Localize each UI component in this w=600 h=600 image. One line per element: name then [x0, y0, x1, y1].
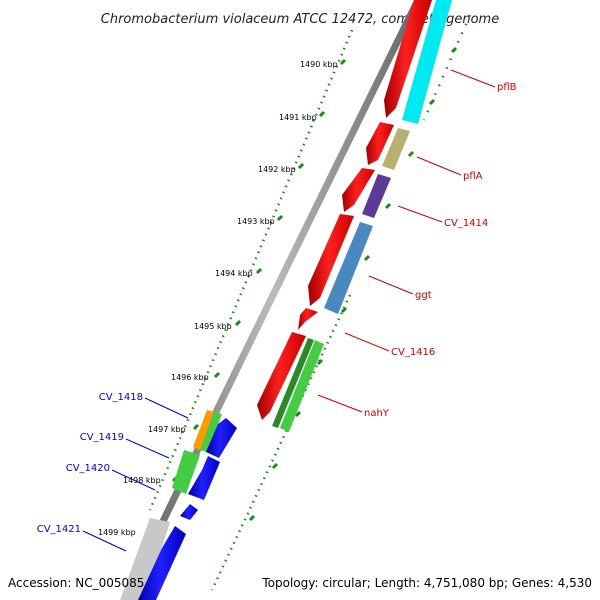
label-CV_1421[interactable]: CV_1421 [37, 524, 81, 535]
scale-labels: 1490 kbp 1491 kbp 1492 kbp 1493 kbp 1494… [98, 60, 338, 537]
cog-bar-CV_1421 [120, 518, 170, 600]
scale-line [148, 29, 354, 511]
cog-bar-ggt [324, 222, 373, 314]
forward-genes [257, 0, 452, 432]
backbone [121, 0, 422, 600]
accession-text: Accession: NC_005085 [8, 576, 144, 590]
label-CV_1414[interactable]: CV_1414 [444, 218, 488, 229]
cog-bar-CV_1419 [172, 450, 200, 494]
label-CV_1419[interactable]: CV_1419 [80, 432, 124, 443]
gene-CV_1421[interactable] [138, 526, 186, 600]
leader-line [368, 275, 414, 295]
gene-CV_1418[interactable] [206, 418, 237, 458]
left-gene-labels: CV_1418 CV_1419 CV_1420 CV_1421 [37, 392, 189, 552]
tick-mark [407, 150, 415, 158]
tick-mark [271, 462, 279, 470]
tick-label: 1491 kbp [279, 113, 317, 122]
tick-label: 1493 kbp [237, 217, 275, 226]
tick-mark [234, 319, 242, 327]
leader-line [317, 394, 363, 413]
tick-mark [316, 358, 324, 366]
leader-line [397, 205, 443, 223]
tick-mark [248, 514, 256, 522]
tick-mark [428, 98, 436, 106]
tick-label: 1494 kbp [215, 269, 253, 278]
leader-line [111, 469, 156, 491]
cog-bar-pflA [382, 128, 410, 170]
gene-nahY[interactable] [257, 332, 306, 420]
label-CV_1420[interactable]: CV_1420 [66, 463, 110, 474]
map-title: Chromobacterium violaceum ATCC 12472, co… [101, 12, 499, 27]
label-CV_1416[interactable]: CV_1416 [391, 347, 435, 358]
gene-CV_1419[interactable] [188, 456, 220, 500]
tick-mark [384, 202, 392, 210]
tick-label: 1498 kbp [123, 476, 161, 485]
gene-pflB[interactable] [384, 0, 432, 118]
label-pflA[interactable]: pflA [463, 171, 483, 182]
tick-mark [294, 410, 302, 418]
tick-mark [318, 110, 326, 118]
cog-bar-nahY-dark [272, 338, 314, 428]
leader-line [125, 438, 170, 459]
cog-bar-CV_1418-green [200, 412, 222, 452]
reverse-genes [120, 410, 237, 600]
leader-line [416, 156, 462, 176]
leader-line [450, 69, 496, 88]
label-pflB[interactable]: pflB [497, 82, 517, 93]
tick-mark [297, 162, 305, 170]
tick-label: 1495 kbp [194, 322, 232, 331]
tick-mark [340, 306, 348, 314]
tick-label: 1490 kbp [300, 60, 338, 69]
topology-text: Topology: circular; Length: 4,751,080 bp… [261, 576, 592, 590]
tick-mark [339, 58, 347, 66]
tick-mark [450, 46, 458, 54]
tick-mark [255, 267, 263, 275]
cog-bar-CV_1418-orange [193, 410, 214, 450]
gene-ggt[interactable] [308, 214, 354, 306]
cog-bar-nahY [280, 340, 324, 432]
tick-mark [192, 423, 200, 431]
right-gene-labels: pflB pflA CV_1414 ggt CV_1416 nahY [317, 69, 517, 419]
gene-CV_1420[interactable] [180, 504, 198, 520]
gene-CV_1414[interactable] [342, 168, 375, 212]
tick-label: 1492 kbp [258, 165, 296, 174]
tick-label: 1497 kbp [148, 425, 186, 434]
gene-pflA[interactable] [366, 122, 394, 165]
tick-label: 1496 kbp [171, 373, 209, 382]
cog-bar-pflB [402, 0, 452, 124]
tick-mark [363, 254, 371, 262]
cog-bar-CV_1414 [362, 174, 391, 218]
leader-line [82, 530, 127, 552]
gene-CV_1416[interactable] [298, 308, 318, 330]
tick-mark [276, 214, 284, 222]
label-nahY[interactable]: nahY [364, 408, 390, 419]
tick-label: 1499 kbp [98, 528, 136, 537]
tick-mark [213, 371, 221, 379]
label-CV_1418[interactable]: CV_1418 [99, 392, 143, 403]
leader-line [344, 332, 390, 352]
scale-line-right [210, 294, 352, 591]
leader-line [144, 397, 189, 419]
label-ggt[interactable]: ggt [415, 290, 432, 301]
